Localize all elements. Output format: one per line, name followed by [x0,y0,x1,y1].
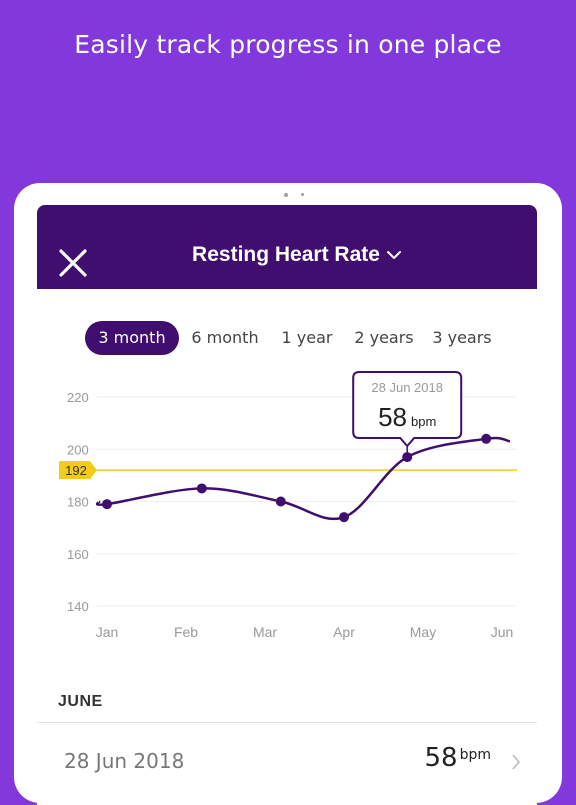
range-tabs: 3 month 6 month 1 year 2 years 3 years [37,321,537,357]
data-point[interactable] [339,512,349,523]
data-point[interactable] [275,496,286,507]
data-point[interactable] [196,483,207,494]
app-screen: Resting Heart Rate 3 month 6 month 1 yea… [37,205,537,805]
month-section-title: JUNE [58,693,103,710]
y-tick-label: 160 [67,547,89,562]
x-tick-label: Feb [174,624,198,640]
reading-value: 58 [424,743,458,773]
tab-6-month[interactable]: 6 month [191,328,259,347]
sensor-dot [301,193,304,196]
reading-value-wrap: 58 bpm [424,743,491,773]
data-point[interactable] [102,499,112,510]
tooltip-unit: bpm [411,414,436,429]
reading-row[interactable]: 28 Jun 2018 58 bpm [37,723,537,803]
reading-date: 28 Jun 2018 [64,749,185,773]
x-tick-label: May [410,624,436,640]
close-icon [59,249,87,277]
y-tick-label: 200 [67,442,89,457]
camera-dot [284,193,288,197]
x-tick-label: Apr [333,624,355,640]
data-point[interactable] [481,433,492,444]
baseline-label: 192 [65,463,87,478]
chevron-down-icon [386,251,401,260]
tab-1-year[interactable]: 1 year [281,328,333,347]
x-tick-label: Mar [253,624,277,640]
y-tick-label: 220 [67,390,89,405]
headline: Easily track progress in one place [74,30,502,59]
tab-2-years[interactable]: 2 years [354,328,414,347]
tab-3-years[interactable]: 3 years [432,328,492,347]
x-tick-label: Jun [491,624,514,640]
divider [37,722,537,723]
tooltip-value: 58 [378,402,407,432]
tooltip-date: 28 Jun 2018 [371,380,443,395]
close-button[interactable] [51,241,91,281]
tablet-frame: Resting Heart Rate 3 month 6 month 1 yea… [14,183,562,805]
page-title: Resting Heart Rate [192,243,380,266]
x-tick-label: Jan [96,624,119,640]
selected-point-tooltip: 28 Jun 2018 58 bpm [352,371,463,458]
y-tick-label: 180 [67,495,89,510]
baseline-badge [59,461,97,480]
y-tick-label: 140 [67,599,89,614]
reading-unit: bpm [459,747,491,763]
tab-3-month[interactable]: 3 month [85,321,179,355]
series-line [95,436,511,520]
chevron-right-icon [512,754,521,770]
metric-selector[interactable]: Resting Heart Rate [157,243,437,267]
heart-rate-chart: 140 160 180 200 220 Jan Feb Mar Apr May Jun 192 2… [59,371,517,640]
app-header: Resting Heart Rate [37,205,537,289]
